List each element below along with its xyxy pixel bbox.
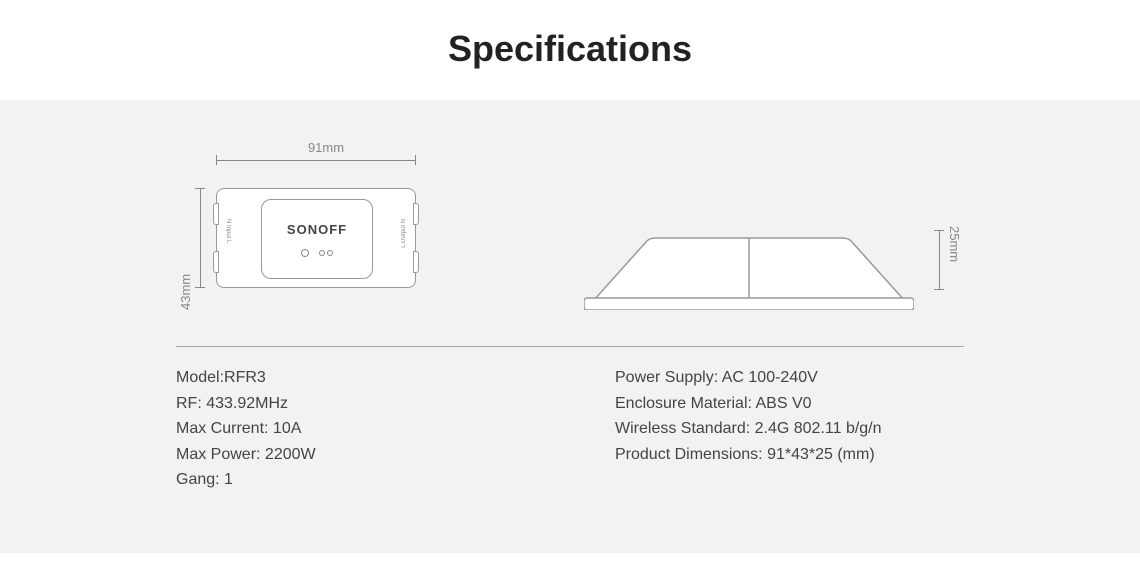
height-dimension-bar (200, 188, 201, 288)
mounting-clip-icon (213, 203, 219, 225)
mounting-clip-icon (213, 251, 219, 273)
spec-line: Max Power: 2200W (176, 442, 525, 468)
spec-line: RF: 433.92MHz (176, 391, 525, 417)
specs-column-left: Model:RFR3RF: 433.92MHzMax Current: 10AM… (176, 365, 525, 493)
mounting-clip-icon (413, 203, 419, 225)
device-faceplate: SONOFF (261, 199, 373, 279)
button-icon (301, 249, 309, 257)
terminal-label-right: L Output N (401, 219, 407, 248)
specs-column-right: Power Supply: AC 100-240VEnclosure Mater… (615, 365, 964, 493)
button-led-icons (301, 249, 333, 257)
spec-line: Product Dimensions: 91*43*25 (mm) (615, 442, 964, 468)
spec-line: Wireless Standard: 2.4G 802.11 b/g/n (615, 416, 964, 442)
spec-line: Max Current: 10A (176, 416, 525, 442)
diagrams-row: 91mm 43mm N Input L L Output N SONOFF (170, 140, 970, 328)
spec-line: Model:RFR3 (176, 365, 525, 391)
spec-inner: 91mm 43mm N Input L L Output N SONOFF (170, 140, 970, 493)
led-icon (319, 250, 325, 256)
device-side-view (584, 230, 914, 310)
width-dimension-bar (216, 160, 416, 161)
terminal-label-left: N Input L (225, 219, 231, 243)
height-dimension-label: 43mm (178, 188, 193, 310)
spec-panel: 91mm 43mm N Input L L Output N SONOFF (0, 100, 1140, 553)
page-title: Specifications (0, 0, 1140, 100)
led-icon (327, 250, 333, 256)
brand-logo: SONOFF (287, 222, 347, 237)
spec-line: Power Supply: AC 100-240V (615, 365, 964, 391)
section-divider (176, 346, 964, 347)
specs-row: Model:RFR3RF: 433.92MHzMax Current: 10AM… (170, 365, 970, 493)
side-view-diagram: 25mm (584, 200, 964, 310)
width-dimension-label: 91mm (216, 140, 436, 155)
spec-line: Gang: 1 (176, 467, 525, 493)
depth-dimension-bar (939, 230, 940, 290)
mounting-clip-icon (413, 251, 419, 273)
top-view-diagram: 91mm 43mm N Input L L Output N SONOFF (176, 140, 436, 310)
device-top-view: N Input L L Output N SONOFF (216, 188, 416, 288)
spec-line: Enclosure Material: ABS V0 (615, 391, 964, 417)
depth-dimension-label: 25mm (947, 226, 962, 262)
